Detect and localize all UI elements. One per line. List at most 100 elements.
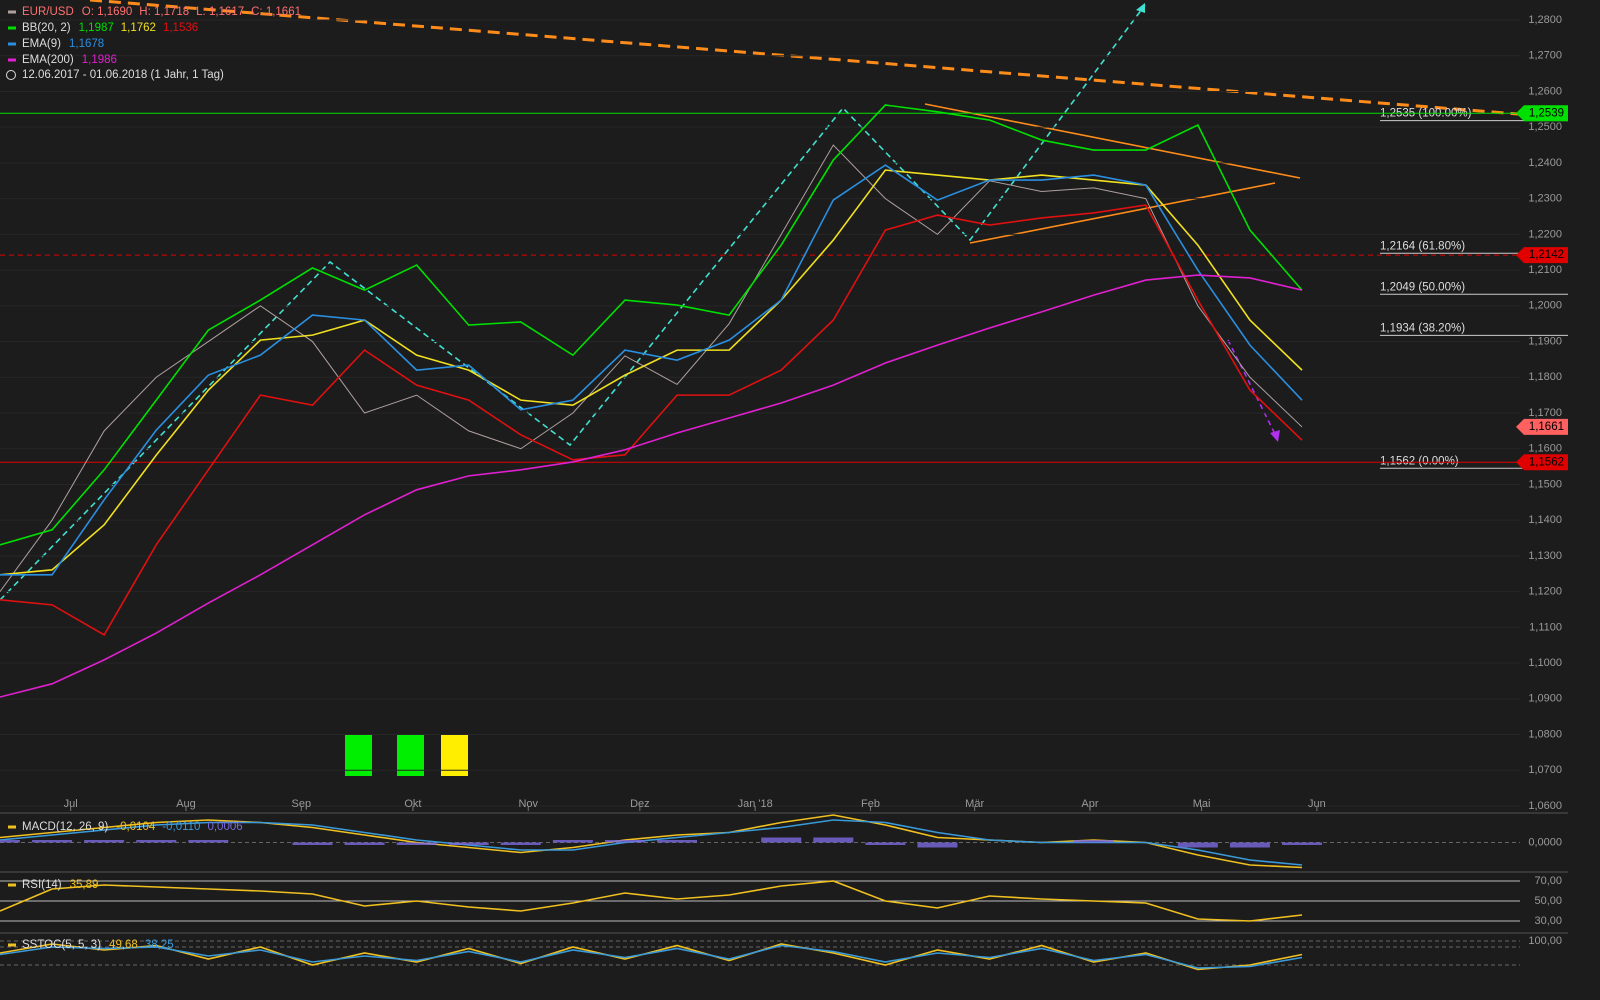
series-line [0,144,1303,592]
signal-box [441,735,468,776]
histogram-bar [500,842,541,845]
y-tick-label: 70,00 [1534,875,1562,887]
histogram-bar [552,840,593,843]
legend-label: EUR/USD [22,6,74,18]
histogram-bar [448,842,489,845]
price-tag-label: 1,2142 [1529,249,1564,261]
x-tick-label: Apr [1081,798,1098,810]
series-line [0,164,1303,576]
legend-value: 1,1762 [121,22,156,34]
clock-icon [6,70,16,80]
legend-value: L: 1,1617 [196,6,244,18]
y-tick-label: 50,00 [1534,895,1562,907]
y-tick-label: 1,2500 [1528,121,1562,133]
y-tick-label: 1,2400 [1528,157,1562,169]
y-tick-label: 1,1700 [1528,407,1562,419]
y-tick-label: 1,1500 [1528,478,1562,490]
histogram-bar [761,837,802,843]
histogram-bar [396,842,437,845]
x-tick-label: Mär [965,798,984,810]
price-tag-label: 1,1562 [1529,456,1564,468]
price-tag-label: 1,1661 [1529,421,1564,433]
legend-value: 1,1678 [69,38,104,50]
y-tick-label: 1,0600 [1528,800,1562,812]
y-tick-label: 1,1800 [1528,371,1562,383]
legend-label: EMA(200) [22,54,74,66]
legend-value: 1,1987 [79,22,114,34]
histogram-bar [657,840,698,843]
fib-label: 1,1934 (38.20%) [1380,322,1465,334]
series-line [0,944,1303,969]
y-tick-label: 1,2800 [1528,14,1562,26]
channel-line [0,4,1146,601]
y-tick-label: 1,0900 [1528,693,1562,705]
legend-value: 1,1986 [82,54,117,66]
histogram-bar [0,840,20,843]
fib-label: 1,2164 (61.80%) [1380,240,1465,252]
histogram-bar [32,840,73,843]
y-tick-label: 1,1600 [1528,443,1562,455]
x-tick-label: Nov [518,798,538,810]
histogram-bar [1177,842,1218,848]
signal-box [345,735,372,776]
y-tick-label: 100,00 [1528,935,1562,947]
x-tick-label: Okt [404,798,421,810]
y-tick-label: 1,0800 [1528,728,1562,740]
y-tick-label: 1,2000 [1528,300,1562,312]
histogram-bar [1282,842,1323,845]
y-tick-label: 1,2600 [1528,85,1562,97]
series-line [0,169,1303,576]
legend-value: -0,0104 [116,821,156,833]
histogram-bar [136,840,177,843]
histogram-bar [604,840,645,843]
y-tick-label: 1,2700 [1528,50,1562,62]
legend-label: SSTOC(5, 5, 3) [22,939,101,951]
histogram-bar [865,842,906,845]
y-tick-label: 0,0000 [1528,836,1562,848]
legend-label: RSI(14) [22,879,62,891]
legend-value: -0,0110 [162,821,200,833]
histogram-bar [1229,842,1270,848]
series-line [0,274,1303,698]
legend-value: H: 1,1718 [139,6,189,18]
price-tag [1516,105,1568,122]
chart: 12.06.2017 - 01.06.2018 (1 Jahr, 1 Tag) … [0,0,1568,971]
y-tick-label: 1,0700 [1528,764,1562,776]
y-tick-label: 1,1900 [1528,335,1562,347]
price-tag [1516,418,1568,435]
legend-label: EMA(9) [22,38,61,50]
histogram-bar [1073,840,1114,843]
y-tick-label: 1,1400 [1528,514,1562,526]
x-tick-label: Jun [1308,798,1326,810]
fib-label: 1,1562 (0.00%) [1380,455,1459,467]
legend-value: 35,89 [70,879,99,891]
y-tick-label: 1,2100 [1528,264,1562,276]
x-tick-label: Aug [176,798,196,810]
y-tick-label: 1,1200 [1528,586,1562,598]
histogram-bar [292,842,333,845]
series-line [0,204,1303,636]
series-line [0,104,1303,546]
y-tick-label: 1,2200 [1528,228,1562,240]
legend-value: 0,0006 [207,821,242,833]
y-tick-label: 1,1100 [1529,621,1562,633]
price-tag [1516,454,1568,471]
histogram-bar [813,837,854,843]
price-tag [1516,247,1568,264]
y-tick-label: 30,00 [1534,915,1562,927]
x-tick-label: Mai [1193,798,1211,810]
legend-value: C: 1,1661 [251,6,301,18]
histogram-bar [188,840,229,843]
legend-value: O: 1,1690 [82,6,133,18]
legend-value: 1,1536 [163,22,198,34]
x-tick-label: Sep [292,798,312,810]
y-tick-label: 1,1000 [1528,657,1562,669]
y-tick-label: 1,2300 [1528,193,1562,205]
x-tick-label: Feb [861,798,880,810]
y-tick-label: 1,1300 [1528,550,1562,562]
triangle-line [924,103,1301,179]
legend-label: MACD(12, 26, 9) [22,821,108,833]
x-tick-label: Jul [64,798,78,810]
x-tick-label: Dez [630,798,650,810]
